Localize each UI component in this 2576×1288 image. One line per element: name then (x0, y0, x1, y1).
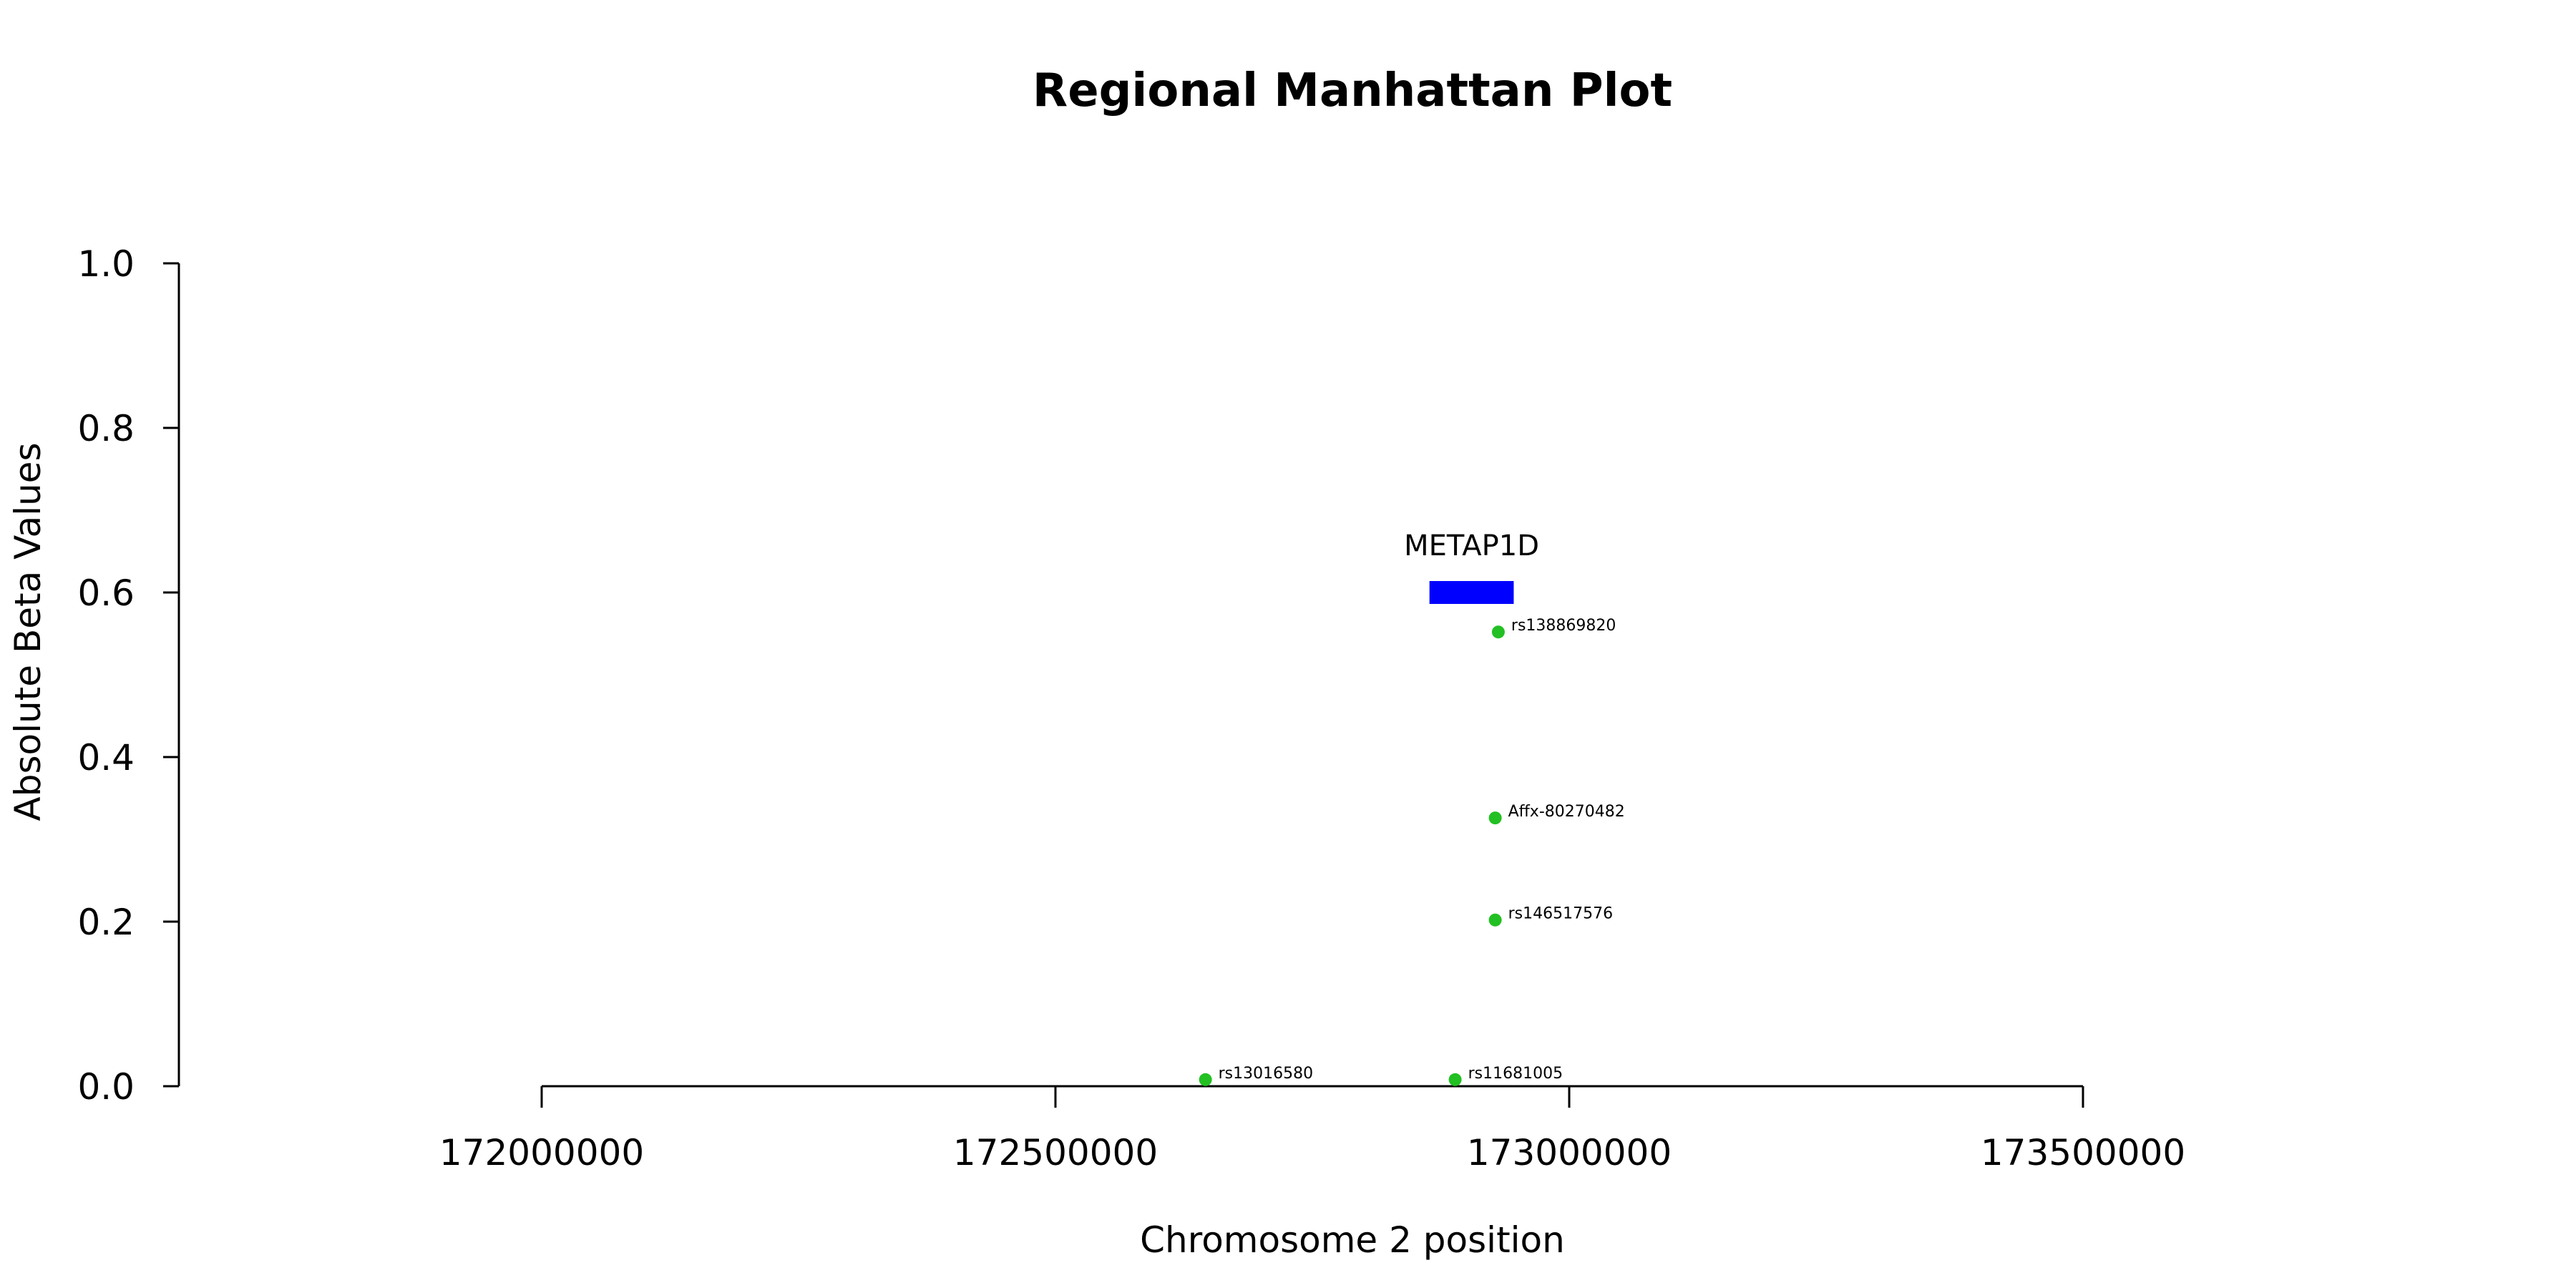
gene-label: METAP1D (1404, 530, 1539, 562)
x-tick-label: 172500000 (953, 1132, 1158, 1174)
x-axis-label: Chromosome 2 position (1140, 1219, 1565, 1261)
x-tick-label: 173500000 (1981, 1132, 2185, 1174)
y-ticks: 0.0 0.2 0.4 0.6 0.8 1.0 (77, 243, 179, 1108)
gene-bar (1429, 581, 1514, 604)
x-axis: 172000000 172500000 173000000 173500000 (439, 1085, 2185, 1174)
snp-point (1488, 913, 1502, 927)
y-tick-label: 0.0 (77, 1066, 135, 1108)
snp-label: rs138869820 (1511, 617, 1616, 635)
snp-point (1199, 1073, 1212, 1086)
snp-point (1491, 625, 1505, 639)
y-tick-label: 0.8 (77, 408, 135, 449)
y-tick-label: 0.4 (77, 737, 135, 779)
snp-label: Affx-80270482 (1508, 803, 1625, 821)
x-tick-label: 172000000 (439, 1132, 644, 1174)
snp-points: rs13016580 rs11681005 rs146517576 Affx-8027… (1199, 617, 1625, 1086)
snp-label: rs146517576 (1508, 905, 1613, 923)
x-ticks: 172000000 172500000 173000000 173500000 (439, 1086, 2185, 1174)
y-tick-label: 1.0 (77, 243, 135, 285)
chart-title: Regional Manhattan Plot (1033, 64, 1672, 117)
y-axis-label: Absolute Beta Values (7, 443, 49, 821)
y-tick-label: 0.2 (77, 902, 135, 943)
snp-label: rs11681005 (1468, 1065, 1563, 1083)
gene-track: METAP1D (1404, 530, 1539, 604)
y-tick-label: 0.6 (77, 572, 135, 614)
y-axis: 0.0 0.2 0.4 0.6 0.8 1.0 (77, 243, 180, 1108)
snp-point (1488, 811, 1502, 825)
snp-point (1448, 1073, 1462, 1086)
snp-label: rs13016580 (1219, 1065, 1313, 1083)
x-tick-label: 173000000 (1467, 1132, 1672, 1174)
